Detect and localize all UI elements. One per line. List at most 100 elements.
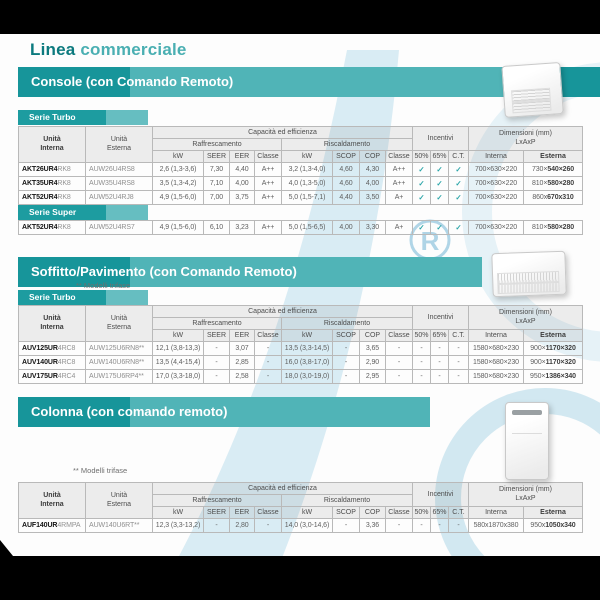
- header-eer: EER: [229, 150, 255, 163]
- cell-inc50: ✓: [412, 220, 431, 235]
- cell-inc_ct: ✓: [448, 190, 469, 205]
- cell-inc65: -: [430, 341, 449, 356]
- cell-risc_classe: -: [385, 369, 413, 384]
- cell-scop: 4,60: [332, 162, 360, 177]
- header-classe-risc: Classe: [385, 506, 413, 519]
- cell-risc_classe: A+: [385, 220, 413, 235]
- cell-raff_classe: -: [254, 518, 282, 533]
- spec-table-colonna: Unità Interna Unità Esterna Capacità ed …: [18, 482, 583, 533]
- header-dimensioni: Dimensioni (mm) LxAxP: [468, 126, 583, 151]
- cell-dim_est: 810×580×280: [523, 176, 583, 191]
- cell-dim_int: 1580×680×230: [468, 355, 524, 370]
- table-row: AUV125UR4RC8 AUW125U6RN8** 12,1 (3,8-13,3)…: [18, 341, 583, 356]
- header-raffrescamento: Raffrescamento: [152, 317, 282, 330]
- cell-eer: 4,40: [229, 162, 255, 177]
- cell-inc50: ✓: [412, 176, 431, 191]
- cell-inc65: ✓: [430, 162, 449, 177]
- floor-ceiling-unit-image: [491, 250, 567, 298]
- header-unita-interna: Unità Interna: [18, 482, 86, 519]
- cell-eer: 2,80: [229, 518, 255, 533]
- cell-inc50: -: [412, 369, 431, 384]
- cell-inc_ct: ✓: [448, 176, 469, 191]
- header-50: 50%: [412, 150, 431, 163]
- cell-inc65: -: [430, 518, 449, 533]
- cell-seer: -: [203, 518, 230, 533]
- header-dim-interna: Interna: [468, 150, 524, 163]
- cell-scop: -: [332, 355, 360, 370]
- photo-edge-top: [0, 0, 600, 34]
- cell-risc_classe: -: [385, 355, 413, 370]
- header-raffrescamento: Raffrescamento: [152, 138, 282, 151]
- page-title: Linea commerciale: [30, 40, 187, 60]
- section-banner-colonna: Colonna (con comando remoto): [18, 397, 430, 427]
- cell-model: AUV140UR4RC8: [18, 355, 86, 370]
- console-unit-body: [501, 61, 564, 118]
- cell-dim_int: 700×630×220: [468, 220, 524, 235]
- table-row: AKT35UR4RK8 AUW35U4RS8 3,5 (1,3-4,2) 7,10 4,…: [18, 176, 583, 191]
- cell-eer: 3,07: [229, 341, 255, 356]
- header-incentivi: Incentivi: [412, 482, 469, 507]
- header-incentivi: Incentivi: [412, 126, 469, 151]
- header-classe-risc: Classe: [385, 150, 413, 163]
- header-cop: COP: [359, 329, 386, 342]
- spec-table-console-turbo: Unità Interna Unità Esterna Capacità ed …: [18, 126, 583, 205]
- cell-model: AUF140UR4RMPA: [18, 518, 86, 533]
- cell-eer: 3,23: [229, 220, 255, 235]
- page-title-light: commerciale: [80, 40, 187, 59]
- cell-scop: -: [332, 341, 360, 356]
- cell-cop: 4,30: [359, 162, 386, 177]
- page-title-bold: Linea: [30, 40, 76, 59]
- cell-risc_kw: 5,0 (1,5-7,1): [281, 190, 333, 205]
- column-vent-icon: [512, 410, 542, 415]
- header-kw-raff: kW: [152, 150, 204, 163]
- cell-dim_int: 580x1870x380: [468, 518, 524, 533]
- cell-cop: 3,65: [359, 341, 386, 356]
- header-classe-raff: Classe: [254, 329, 282, 342]
- cell-esterna: AUW35U4RS8: [85, 176, 153, 191]
- header-ct: C.T.: [448, 506, 469, 519]
- cell-raff_classe: A++: [254, 176, 282, 191]
- cell-esterna: AUW52U4RS7: [85, 220, 153, 235]
- header-kw-raff: kW: [152, 329, 204, 342]
- cell-cop: 4,00: [359, 176, 386, 191]
- header-classe-raff: Classe: [254, 150, 282, 163]
- header-cop: COP: [359, 150, 386, 163]
- cell-inc_ct: -: [448, 341, 469, 356]
- cell-esterna: AUW140U6RT**: [85, 518, 153, 533]
- cell-dim_int: 1580×680×230: [468, 341, 524, 356]
- cell-dim_est: 950×1386×340: [523, 369, 583, 384]
- header-unita-interna: Unità Interna: [18, 305, 86, 342]
- header-scop: SCOP: [332, 506, 360, 519]
- header-seer: SEER: [203, 506, 230, 519]
- section-banner-soffitto: Soffitto/Pavimento (con Comando Remoto): [18, 257, 482, 287]
- header-kw-risc: kW: [281, 506, 333, 519]
- header-riscaldamento: Riscaldamento: [281, 317, 413, 330]
- table-row: AKT52UR4RK8 AUW52U4RJ8 4,9 (1,5-6,0) 7,00 3,…: [18, 190, 583, 205]
- cell-raff_kw: 17,0 (3,3-18,0): [152, 369, 204, 384]
- header-riscaldamento: Riscaldamento: [281, 138, 413, 151]
- header-kw-raff: kW: [152, 506, 204, 519]
- cell-raff_kw: 4,9 (1,5-6,0): [152, 220, 204, 235]
- cell-dim_est: 810×580×280: [523, 220, 583, 235]
- cell-seer: -: [203, 369, 230, 384]
- cell-risc_kw: 3,2 (1,3-4,0): [281, 162, 333, 177]
- header-dim-interna: Interna: [468, 506, 524, 519]
- cell-raff_classe: A++: [254, 190, 282, 205]
- cell-scop: 4,60: [332, 176, 360, 191]
- table-row: AUV140UR4RC8 AUW140U6RN8** 13,5 (4,4-15,4)…: [18, 355, 583, 370]
- cell-dim_est: 730×540×260: [523, 162, 583, 177]
- cell-cop: 2,90: [359, 355, 386, 370]
- table-row: AKT52UR4RK8 AUW52U4RS7 4,9 (1,5-6,0) 6,10 3,…: [18, 220, 583, 235]
- cell-raff_classe: -: [254, 369, 282, 384]
- header-dim-interna: Interna: [468, 329, 524, 342]
- cell-cop: 3,30: [359, 220, 386, 235]
- cell-inc50: ✓: [412, 190, 431, 205]
- cell-raff_kw: 2,6 (1,3-3,6): [152, 162, 204, 177]
- header-cop: COP: [359, 506, 386, 519]
- table-row: AUV175UR4RC4 AUW175U6RP4** 17,0 (3,3-18,0)…: [18, 369, 583, 384]
- floor-ceiling-unit-body: [491, 250, 567, 298]
- cell-seer: -: [203, 355, 230, 370]
- header-ct: C.T.: [448, 150, 469, 163]
- cell-esterna: AUW175U6RP4**: [85, 369, 153, 384]
- header-raffrescamento: Raffrescamento: [152, 494, 282, 507]
